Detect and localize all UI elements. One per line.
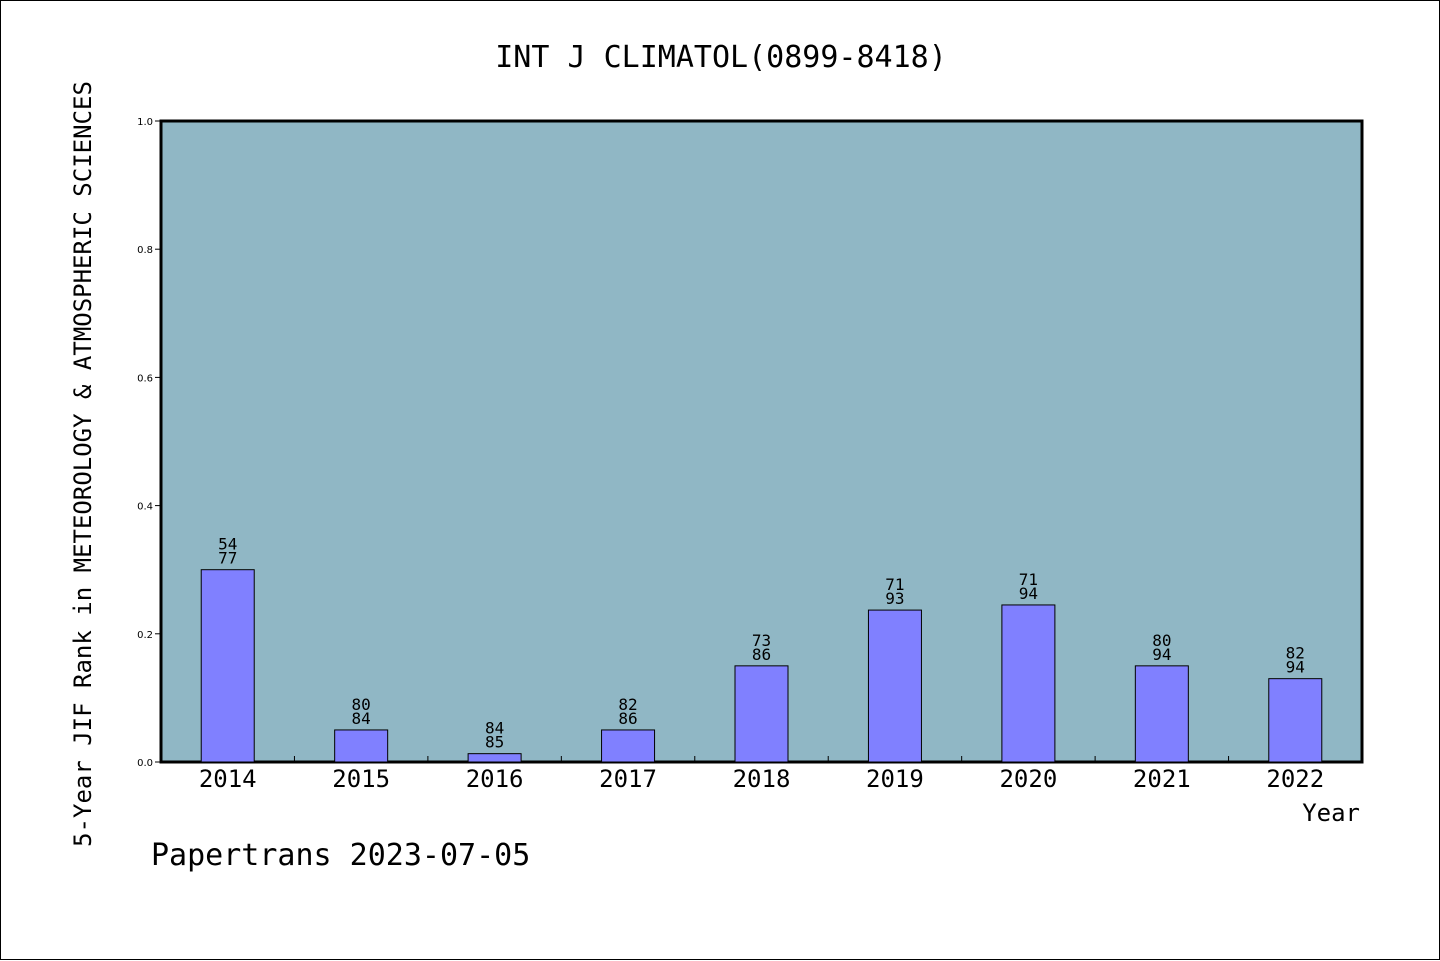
x-axis-label: Year: [1302, 799, 1360, 827]
x-tick-label: 2019: [866, 765, 924, 793]
data-label-top: 71: [1019, 570, 1038, 589]
x-tick-label: 2017: [599, 765, 657, 793]
x-tick-label: 2015: [332, 765, 390, 793]
bar-2021: [1134, 665, 1189, 763]
bar-2019: [867, 609, 922, 763]
y-ticks: 0.0 0.2 0.4 0.6 0.8 1.0: [137, 117, 161, 769]
plot-area: [159, 119, 1364, 764]
data-label-top: 82: [618, 695, 637, 714]
y-tick-label: 0.8: [137, 245, 153, 256]
data-label-top: 80: [352, 695, 371, 714]
data-label-bottom: 86: [618, 709, 637, 728]
data-label-top: 80: [1152, 631, 1171, 650]
y-tick-label: 0.2: [137, 630, 153, 641]
data-label-bottom: 93: [885, 589, 904, 608]
bar-2016: [467, 753, 522, 763]
data-label-top: 73: [752, 631, 771, 650]
y-tick-label: 0.0: [137, 758, 153, 769]
data-label-bottom: 77: [218, 549, 237, 568]
data-label-bottom: 86: [752, 645, 771, 664]
data-label-bottom: 94: [1019, 584, 1038, 603]
y-tick-label: 0.6: [137, 373, 153, 384]
x-tick-label: 2020: [999, 765, 1057, 793]
y-tick-label: 0.4: [137, 502, 153, 513]
x-ticks: 2014 2015 2016 2017 2018 2019 2020 2021 2022: [199, 756, 1324, 793]
bar-2020: [1001, 604, 1056, 763]
y-axis-label: 5-Year JIF Rank in METEOROLOGY & ATMOSPH…: [69, 81, 97, 847]
data-label-top: 84: [485, 719, 504, 738]
y-tick-label: 1.0: [137, 117, 153, 128]
data-label-bottom: 94: [1286, 658, 1305, 677]
data-label-bottom: 84: [352, 709, 371, 728]
x-tick-label: 2018: [733, 765, 791, 793]
data-label-top: 71: [885, 575, 904, 594]
bars: [200, 569, 1323, 763]
bar-2015: [334, 729, 389, 763]
x-tick-label: 2014: [199, 765, 257, 793]
data-label-bottom: 85: [485, 733, 504, 752]
bar-2017: [601, 729, 656, 763]
footer-text: Papertrans 2023-07-05: [151, 838, 530, 873]
data-label-bottom: 94: [1152, 645, 1171, 664]
data-label-top: 54: [218, 535, 237, 554]
x-tick-label: 2022: [1266, 765, 1324, 793]
x-tick-label: 2021: [1133, 765, 1191, 793]
bar-2022: [1268, 678, 1323, 763]
x-tick-label: 2016: [466, 765, 524, 793]
data-label-top: 82: [1286, 644, 1305, 663]
chart-title: INT J CLIMATOL(0899-8418): [495, 40, 947, 75]
bar-2018: [734, 665, 789, 763]
bar-2014: [200, 569, 255, 763]
